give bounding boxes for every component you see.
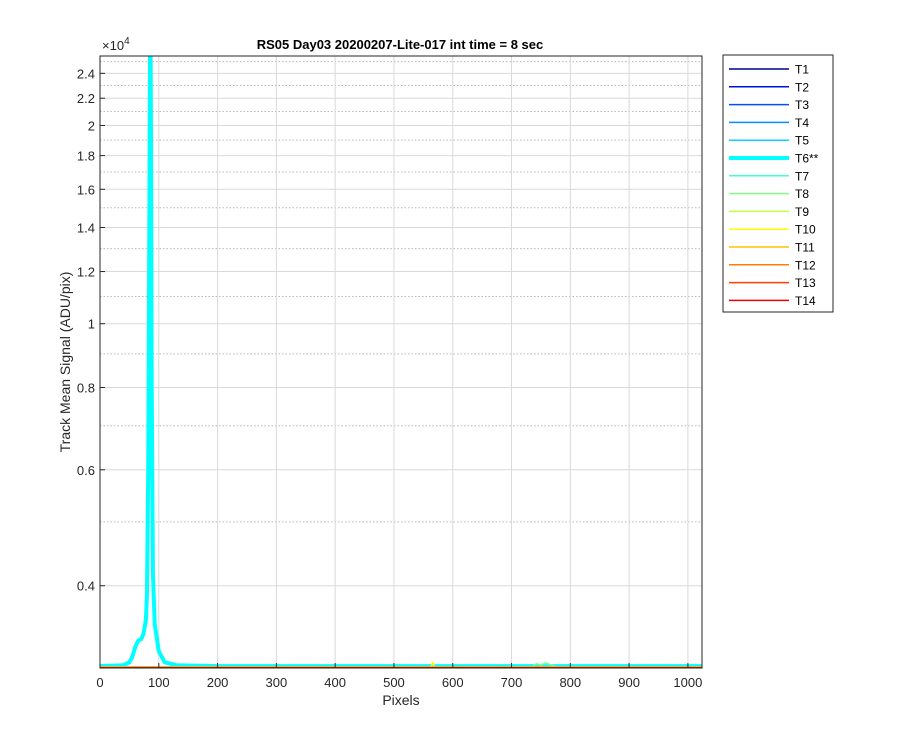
legend-label: T8 [795,187,809,201]
legend: T1 T2 T3 T4 T5 T6** T7 T8 T9 T10 T11 T12 T13 T14 [722,54,834,313]
x-tick-label: 700 [501,675,523,690]
y-tick-label: 0.6 [77,463,95,478]
legend-label: T2 [795,80,809,94]
axis-ticks: 0 100 200 300 400 500 600 700 800 900 1000 0.4 0.6 0.… [77,66,702,690]
legend-box [722,54,834,313]
y-exponent-power: 4 [124,36,130,47]
x-tick-label: 500 [383,675,405,690]
legend-label: T5 [795,134,809,148]
y-tick-label: 0.4 [77,579,95,594]
legend-entry: T5 [729,134,809,148]
legend-label: T4 [795,116,809,130]
legend-entry: T3 [729,98,809,112]
legend-entry: T2 [729,80,809,94]
legend-entry: T13 [729,276,816,290]
legend-label: T14 [795,294,816,308]
x-tick-label: 300 [266,675,288,690]
legend-entry: T10 [729,223,816,237]
y-tick-label: 2.4 [77,66,95,81]
legend-entry: T11 [729,241,815,255]
y-tick-label: 1.8 [77,149,95,164]
legend-label: T9 [795,205,809,219]
y-tick-label: 1.4 [77,220,95,235]
chart-title: RS05 Day03 20200207-Lite-017 int time = … [257,37,544,52]
x-tick-label: 900 [618,675,640,690]
legend-label: T6** [795,152,819,166]
legend-label: T12 [795,258,816,272]
y-exponent-multiplier: ×104 [102,36,130,53]
legend-entry: T9 [729,205,809,219]
legend-label: T13 [795,276,816,290]
series-lines [100,56,702,668]
x-tick-label: 400 [324,675,346,690]
legend-label: T10 [795,223,816,237]
y-tick-label: 1 [88,317,95,332]
series-line-t6 [100,56,702,668]
grid-lines [99,56,702,669]
legend-label: T11 [795,241,815,255]
legend-label: T1 [795,63,809,77]
legend-entry: T6** [729,152,819,166]
legend-entry: T1 [729,63,809,77]
legend-entry: T12 [729,258,816,272]
x-tick-label: 1000 [673,675,702,690]
legend-label: T7 [795,169,809,183]
y-tick-label: 0.8 [77,381,95,396]
x-axis-label: Pixels [382,692,419,708]
x-tick-label: 200 [207,675,229,690]
x-tick-label: 0 [96,675,103,690]
y-tick-label: 2.2 [77,91,95,106]
x-tick-label: 800 [559,675,581,690]
y-axis-label: Track Mean Signal (ADU/pix) [57,272,73,453]
x-tick-label: 100 [148,675,170,690]
x-tick-label: 600 [442,675,464,690]
legend-entry: T8 [729,187,809,201]
legend-label: T3 [795,98,809,112]
plot-area-border [99,55,703,669]
y-tick-label: 1.6 [77,182,95,197]
y-exponent-base: ×10 [102,38,124,53]
y-tick-label: 1.2 [77,265,95,280]
legend-entry: T7 [729,169,809,183]
y-tick-label: 2 [88,118,95,133]
legend-entry: T4 [729,116,809,130]
legend-entry: T14 [729,294,816,308]
